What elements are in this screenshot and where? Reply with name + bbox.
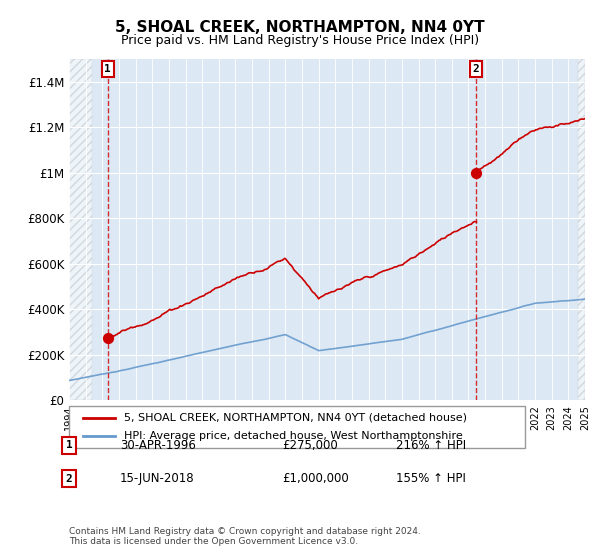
Text: Contains HM Land Registry data © Crown copyright and database right 2024.
This d: Contains HM Land Registry data © Crown c… — [69, 526, 421, 546]
Text: 1: 1 — [104, 64, 111, 74]
Text: 2: 2 — [473, 64, 479, 74]
Point — [472, 168, 481, 177]
Text: 5, SHOAL CREEK, NORTHAMPTON, NN4 0YT (detached house): 5, SHOAL CREEK, NORTHAMPTON, NN4 0YT (de… — [124, 413, 467, 423]
Text: 5, SHOAL CREEK, NORTHAMPTON, NN4 0YT: 5, SHOAL CREEK, NORTHAMPTON, NN4 0YT — [115, 20, 485, 35]
Text: HPI: Average price, detached house, West Northamptonshire: HPI: Average price, detached house, West… — [124, 431, 463, 441]
Text: 155% ↑ HPI: 155% ↑ HPI — [396, 472, 466, 486]
Text: 1: 1 — [65, 440, 73, 450]
Text: 2: 2 — [65, 474, 73, 484]
Bar — [578, 59, 585, 400]
Text: 30-APR-1996: 30-APR-1996 — [120, 438, 196, 452]
Bar — [69, 59, 92, 400]
Text: Price paid vs. HM Land Registry's House Price Index (HPI): Price paid vs. HM Land Registry's House … — [121, 34, 479, 46]
FancyBboxPatch shape — [69, 406, 525, 448]
Text: £275,000: £275,000 — [282, 438, 338, 452]
Point — [103, 333, 113, 342]
Text: £1,000,000: £1,000,000 — [282, 472, 349, 486]
Text: 15-JUN-2018: 15-JUN-2018 — [120, 472, 194, 486]
Text: 216% ↑ HPI: 216% ↑ HPI — [396, 438, 466, 452]
